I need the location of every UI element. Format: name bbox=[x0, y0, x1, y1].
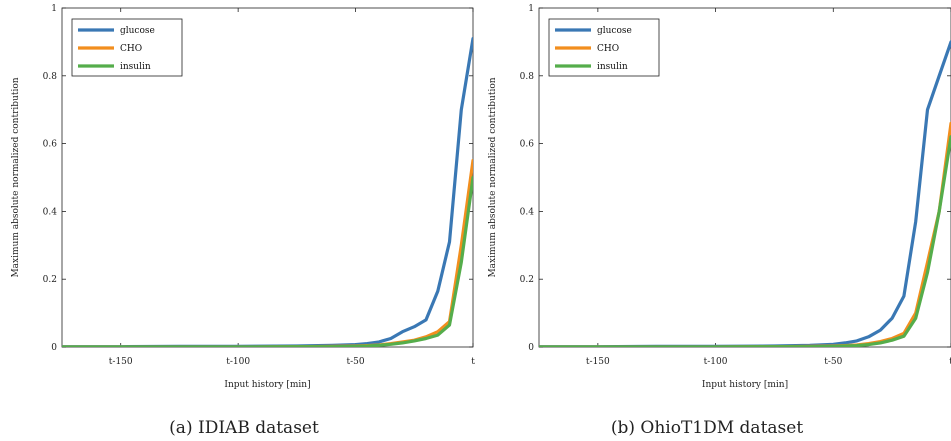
legend-label-insulin: insulin bbox=[120, 62, 151, 72]
x-tick-label: t-150 bbox=[109, 357, 133, 367]
x-tick-label: t-150 bbox=[586, 357, 610, 367]
y-tick-label: 0.6 bbox=[520, 140, 535, 150]
y-tick-label: 0.6 bbox=[43, 140, 58, 150]
legend-label-glucose: glucose bbox=[120, 26, 155, 36]
x-axis-label: Input history [min] bbox=[702, 380, 788, 390]
y-tick-label: 0.8 bbox=[520, 72, 535, 82]
x-tick-label: t-100 bbox=[704, 357, 728, 367]
series-line-glucose bbox=[539, 40, 951, 347]
series-group bbox=[62, 36, 473, 347]
legend-label-insulin: insulin bbox=[597, 62, 628, 72]
y-tick-label: 0 bbox=[51, 343, 57, 353]
y-tick-label: 1 bbox=[51, 4, 57, 14]
x-tick-label: t bbox=[949, 357, 951, 367]
x-tick-label: t bbox=[471, 357, 475, 367]
x-tick-label: t-50 bbox=[347, 357, 365, 367]
chart-panel-idiab: 0 0.2 0.4 0.6 0.8 1 t-150 t-100 t-50 t Input histo… bbox=[11, 4, 475, 438]
series-line-insulin bbox=[62, 175, 473, 347]
y-tick-label: 0.2 bbox=[520, 275, 534, 285]
y-axis-label: Maximum absolute normalized contribution bbox=[11, 77, 21, 277]
figure-caption: (b) OhioT1DM dataset bbox=[611, 418, 803, 438]
y-tick-label: 0.8 bbox=[43, 72, 58, 82]
figure-caption: (a) IDIAB dataset bbox=[169, 418, 319, 438]
series-group bbox=[539, 40, 951, 347]
chart-panel-ohiot1dm: 0 0.2 0.4 0.6 0.8 1 t-150 t-100 t-50 t Input histo… bbox=[488, 4, 951, 438]
y-tick-label: 0.2 bbox=[43, 275, 57, 285]
y-tick-label: 0.4 bbox=[520, 207, 535, 217]
series-line-insulin bbox=[539, 135, 951, 347]
x-tick-label: t-50 bbox=[824, 357, 842, 367]
y-tick-label: 0 bbox=[528, 343, 534, 353]
legend-label-glucose: glucose bbox=[597, 26, 632, 36]
series-line-cho bbox=[62, 158, 473, 347]
legend-label-cho: CHO bbox=[120, 44, 142, 54]
series-line-glucose bbox=[62, 36, 473, 347]
x-axis-label: Input history [min] bbox=[224, 380, 310, 390]
y-tick-label: 0.4 bbox=[43, 207, 58, 217]
y-axis-label: Maximum absolute normalized contribution bbox=[488, 77, 498, 277]
series-line-cho bbox=[539, 121, 951, 347]
x-tick-label: t-100 bbox=[226, 357, 250, 367]
y-tick-label: 1 bbox=[528, 4, 534, 14]
legend-label-cho: CHO bbox=[597, 44, 619, 54]
